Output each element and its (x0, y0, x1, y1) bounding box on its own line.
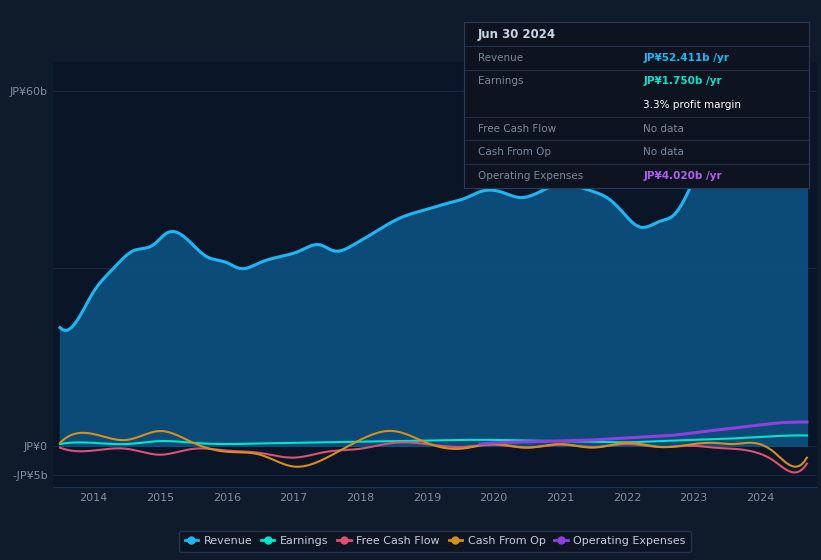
Text: Free Cash Flow: Free Cash Flow (478, 124, 556, 134)
Text: JP¥4.020b /yr: JP¥4.020b /yr (643, 171, 722, 181)
Text: No data: No data (643, 147, 684, 157)
Text: Revenue: Revenue (478, 53, 523, 63)
Legend: Revenue, Earnings, Free Cash Flow, Cash From Op, Operating Expenses: Revenue, Earnings, Free Cash Flow, Cash … (179, 531, 691, 552)
Text: 3.3% profit margin: 3.3% profit margin (643, 100, 741, 110)
Text: Earnings: Earnings (478, 76, 523, 86)
Text: JP¥1.750b /yr: JP¥1.750b /yr (643, 76, 722, 86)
Text: Jun 30 2024: Jun 30 2024 (478, 27, 556, 41)
Text: No data: No data (643, 124, 684, 134)
Text: Operating Expenses: Operating Expenses (478, 171, 583, 181)
Text: Cash From Op: Cash From Op (478, 147, 551, 157)
Text: JP¥52.411b /yr: JP¥52.411b /yr (643, 53, 729, 63)
